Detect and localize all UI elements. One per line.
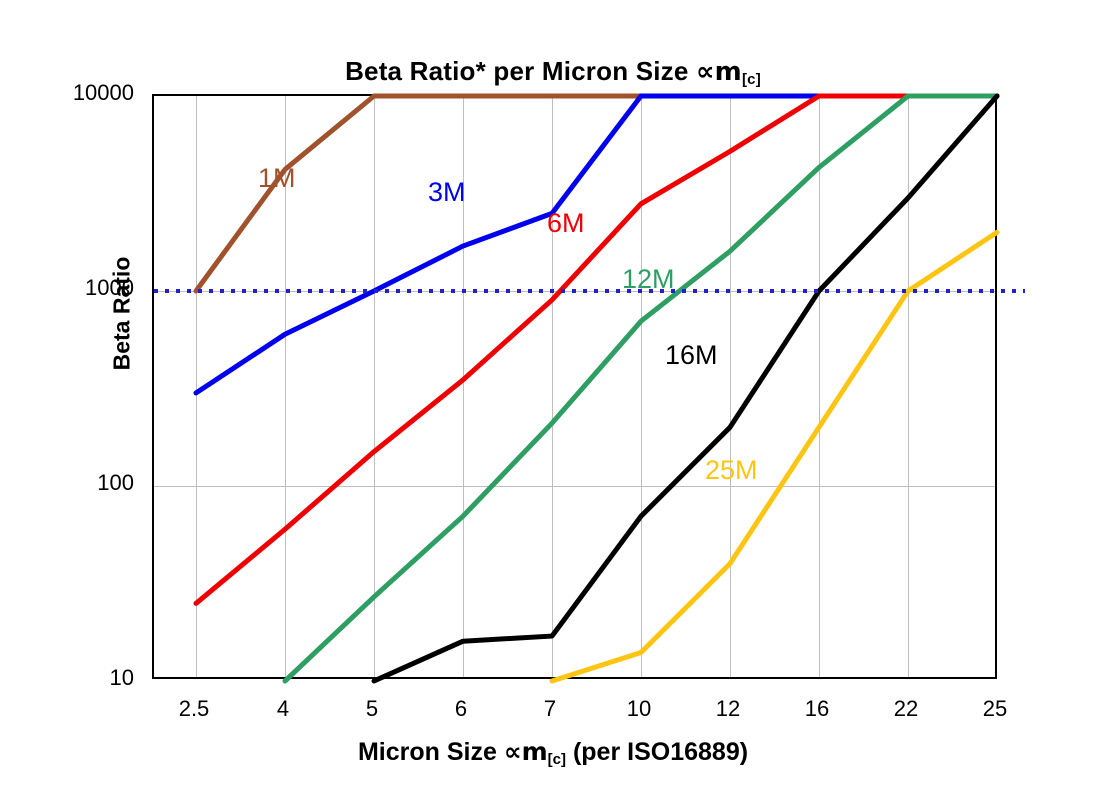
series-line-1m [193, 93, 1000, 294]
x-gridline [552, 96, 553, 677]
x-gridline [374, 96, 375, 677]
chart-title-main: Beta Ratio* per Micron Size [345, 56, 696, 86]
x-gridline [196, 96, 197, 677]
series-label-6m: 6M [547, 208, 585, 238]
x-tick-label: 2.5 [178, 696, 210, 721]
y-tick-label: 100 [97, 470, 134, 495]
series-label-16m: 16M [665, 340, 718, 370]
chart-title-subscript: [c] [741, 71, 761, 88]
x-gridline [730, 96, 731, 677]
x-tick-label: 10 [626, 696, 652, 721]
grid-layer [154, 96, 995, 677]
y-tick-label: 10000 [72, 80, 134, 105]
series-line-16m [371, 93, 1000, 684]
y-tick-label: 1000 [85, 275, 134, 300]
x-gridline [285, 96, 286, 677]
series-label-12m: 12M [622, 264, 675, 294]
plot-area [152, 93, 1025, 684]
x-axis-title-subscript: [c] [547, 751, 567, 768]
x-axis-title-symbol: ∝m [503, 737, 548, 766]
series-line-6m [193, 93, 1000, 606]
series-label-25m: 25M [705, 455, 758, 485]
x-tick-label: 6 [454, 696, 468, 721]
x-gridline [908, 96, 909, 677]
series-line-12m [282, 93, 1000, 684]
series-svg [154, 93, 1025, 684]
x-tick-label: 22 [893, 696, 919, 721]
series-label-3m: 3M [428, 177, 466, 207]
x-axis-title-tail: (per ISO16889) [566, 738, 749, 766]
y-gridline [154, 486, 995, 487]
x-gridline [641, 96, 642, 677]
y-axis-title: Beta Ratio [108, 256, 135, 371]
series-layer [154, 93, 1025, 684]
x-tick-label: 7 [543, 696, 557, 721]
series-line-25m [549, 229, 1000, 684]
x-tick-label: 16 [804, 696, 830, 721]
x-tick-label: 4 [276, 696, 290, 721]
x-tick-label: 5 [365, 696, 379, 721]
x-tick-label: 12 [715, 696, 741, 721]
x-gridline [819, 96, 820, 677]
chart-title-symbol: ∝m [695, 57, 742, 87]
x-axis-title-main: Micron Size [357, 738, 504, 766]
chart-title: Beta Ratio* per Micron Size ∝m[c] [0, 56, 1106, 88]
x-gridline [463, 96, 464, 677]
y-tick-label: 10 [109, 665, 134, 690]
x-tick-label: 25 [982, 696, 1008, 721]
x-axis-title: Micron Size ∝m[c] (per ISO16889) [0, 737, 1106, 768]
series-label-1m: 1M [258, 163, 296, 193]
